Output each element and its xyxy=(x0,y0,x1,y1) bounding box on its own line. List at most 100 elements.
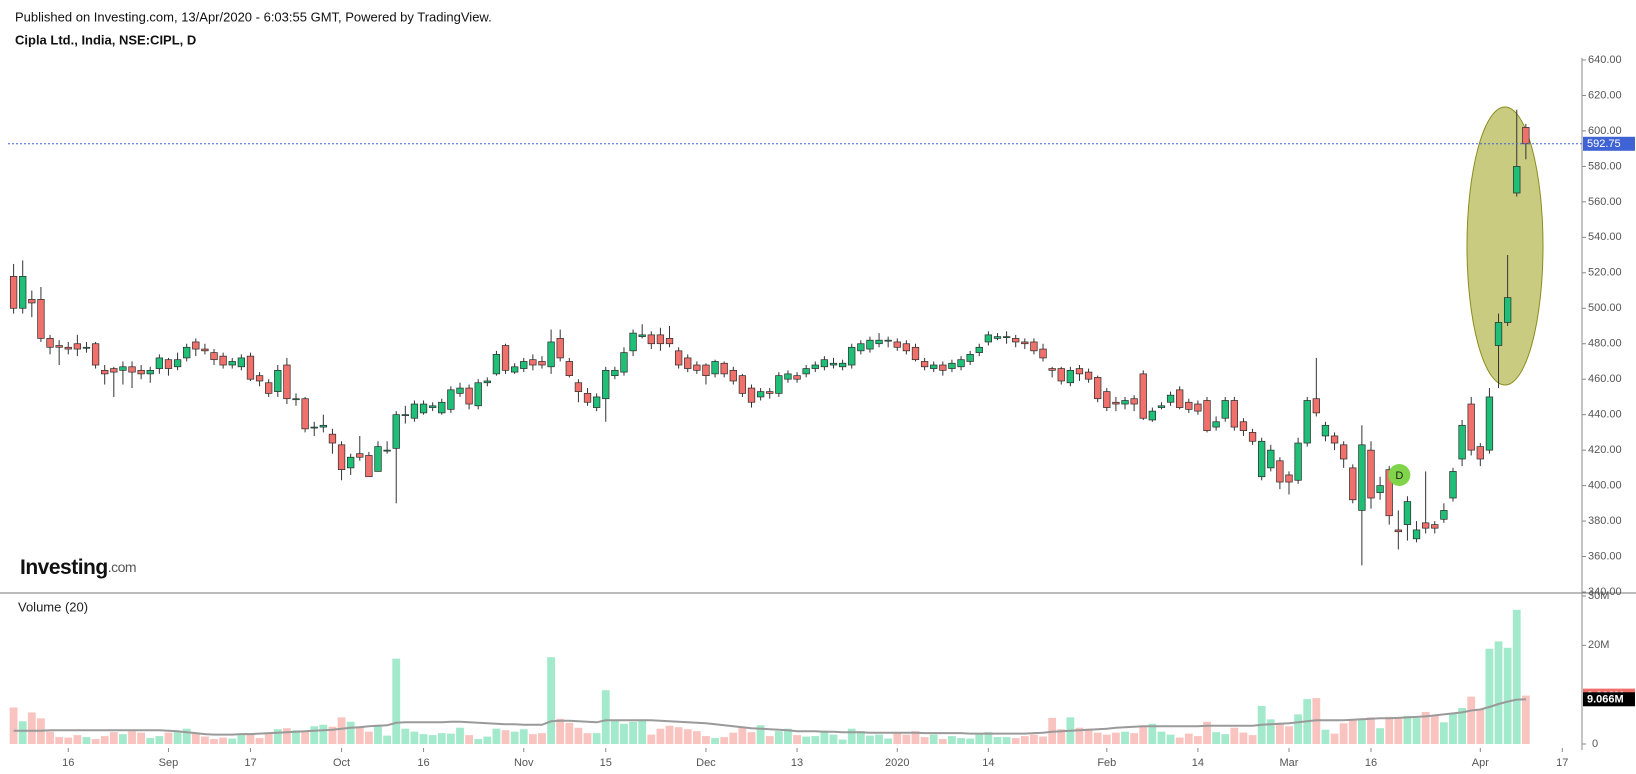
volume-bar xyxy=(911,731,920,744)
volume-bar xyxy=(1239,732,1248,744)
candle-body xyxy=(1185,401,1193,410)
volume-bar xyxy=(720,737,729,744)
candle-body xyxy=(73,343,82,350)
volume-bar xyxy=(100,736,109,744)
x-tick-label: 13 xyxy=(791,757,803,769)
candle-body xyxy=(465,387,473,405)
candle-body xyxy=(820,359,829,368)
candle-body xyxy=(1166,394,1175,403)
candle-body xyxy=(1321,424,1330,437)
volume-bar xyxy=(355,726,364,744)
volume-bar xyxy=(109,732,118,744)
candle-body xyxy=(638,334,646,337)
candle-body xyxy=(1276,460,1284,483)
x-tick-label: 15 xyxy=(600,757,612,769)
volume-bar xyxy=(319,724,328,744)
volume-bar xyxy=(1439,722,1448,744)
volume-bar xyxy=(1203,721,1211,744)
y-tick-label: 640.00 xyxy=(1588,54,1622,66)
volume-bar xyxy=(920,737,929,744)
candle-body xyxy=(984,334,993,343)
x-tick-label: 17 xyxy=(1556,757,1568,769)
volume-bar xyxy=(729,732,738,744)
candle-body xyxy=(1121,400,1129,405)
volume-bar xyxy=(711,738,719,744)
candle-body xyxy=(337,444,346,470)
volume-bar xyxy=(1348,720,1357,744)
candle-body xyxy=(920,361,929,368)
candle-body xyxy=(1239,421,1248,431)
logo-suffix: .com xyxy=(108,559,136,575)
volume-bar xyxy=(1512,609,1521,744)
candle-body xyxy=(483,380,491,384)
candle-body xyxy=(811,364,819,369)
volume-bar xyxy=(1221,734,1230,744)
volume-bar xyxy=(966,738,975,744)
volume-bar xyxy=(1194,736,1202,744)
volume-bar xyxy=(1285,726,1293,744)
volume-bar xyxy=(1449,713,1457,744)
candle-body xyxy=(228,361,236,366)
candle-body xyxy=(1312,398,1320,414)
candle-body xyxy=(365,455,373,478)
volume-bar xyxy=(328,726,337,744)
x-tick-label: Dec xyxy=(696,757,716,769)
volume-bar xyxy=(18,721,27,744)
volume-bar xyxy=(610,720,619,744)
candle-body xyxy=(1449,471,1457,499)
volume-bar xyxy=(829,734,838,744)
candle-body xyxy=(893,341,901,348)
candle-body xyxy=(401,414,409,417)
volume-bar xyxy=(228,738,237,744)
candle-body xyxy=(1139,373,1147,419)
candle-body xyxy=(474,382,482,407)
volume-bar xyxy=(902,734,911,744)
y-tick-label: 480.00 xyxy=(1588,338,1622,350)
volume-bar xyxy=(838,739,847,744)
volume-bar xyxy=(1421,711,1430,744)
volume-bar xyxy=(401,728,410,744)
x-tick-label: Nov xyxy=(514,757,534,769)
candle-body xyxy=(829,362,838,366)
candle-body xyxy=(1376,485,1384,494)
candle-body xyxy=(255,375,264,382)
candle-body xyxy=(237,357,246,368)
candle-body xyxy=(1513,166,1521,194)
volume-bar xyxy=(1112,732,1120,744)
volume-bar xyxy=(9,707,18,744)
volume-bar xyxy=(1166,734,1175,744)
candle-body xyxy=(82,346,91,349)
volume-bar xyxy=(1002,737,1011,744)
y-tick-label: 620.00 xyxy=(1588,89,1622,101)
candle-body xyxy=(19,275,27,309)
candle-body xyxy=(1394,529,1402,533)
candle-body xyxy=(492,354,501,375)
volume-bar xyxy=(683,729,692,744)
candle-body xyxy=(1403,501,1412,525)
volume-bar xyxy=(364,731,373,744)
volume-bar xyxy=(665,725,674,744)
volume-bar xyxy=(1412,717,1421,744)
volume-bar xyxy=(337,717,346,744)
candle-body xyxy=(1002,336,1011,338)
volume-ma-line xyxy=(13,698,1526,736)
volume-bar xyxy=(765,736,774,744)
volume-bar xyxy=(674,727,683,744)
volume-bar xyxy=(1485,648,1494,744)
volume-bar xyxy=(1230,727,1239,744)
volume-bar xyxy=(583,733,592,744)
y-tick-label: 520.00 xyxy=(1588,267,1622,279)
y-tick-label: 420.00 xyxy=(1588,444,1622,456)
volume-bar xyxy=(64,737,73,744)
volume-bar xyxy=(1494,641,1503,744)
publisher-note: Published on Investing.com, 13/Apr/2020 … xyxy=(15,9,492,24)
candle-body xyxy=(583,393,592,403)
candle-body xyxy=(1212,421,1220,428)
candle-body xyxy=(447,389,455,410)
volume-bar xyxy=(1321,729,1330,744)
volume-bar xyxy=(1430,715,1439,744)
candle-body xyxy=(347,456,355,469)
candle-body xyxy=(1084,371,1093,380)
volume-bar xyxy=(219,737,228,744)
